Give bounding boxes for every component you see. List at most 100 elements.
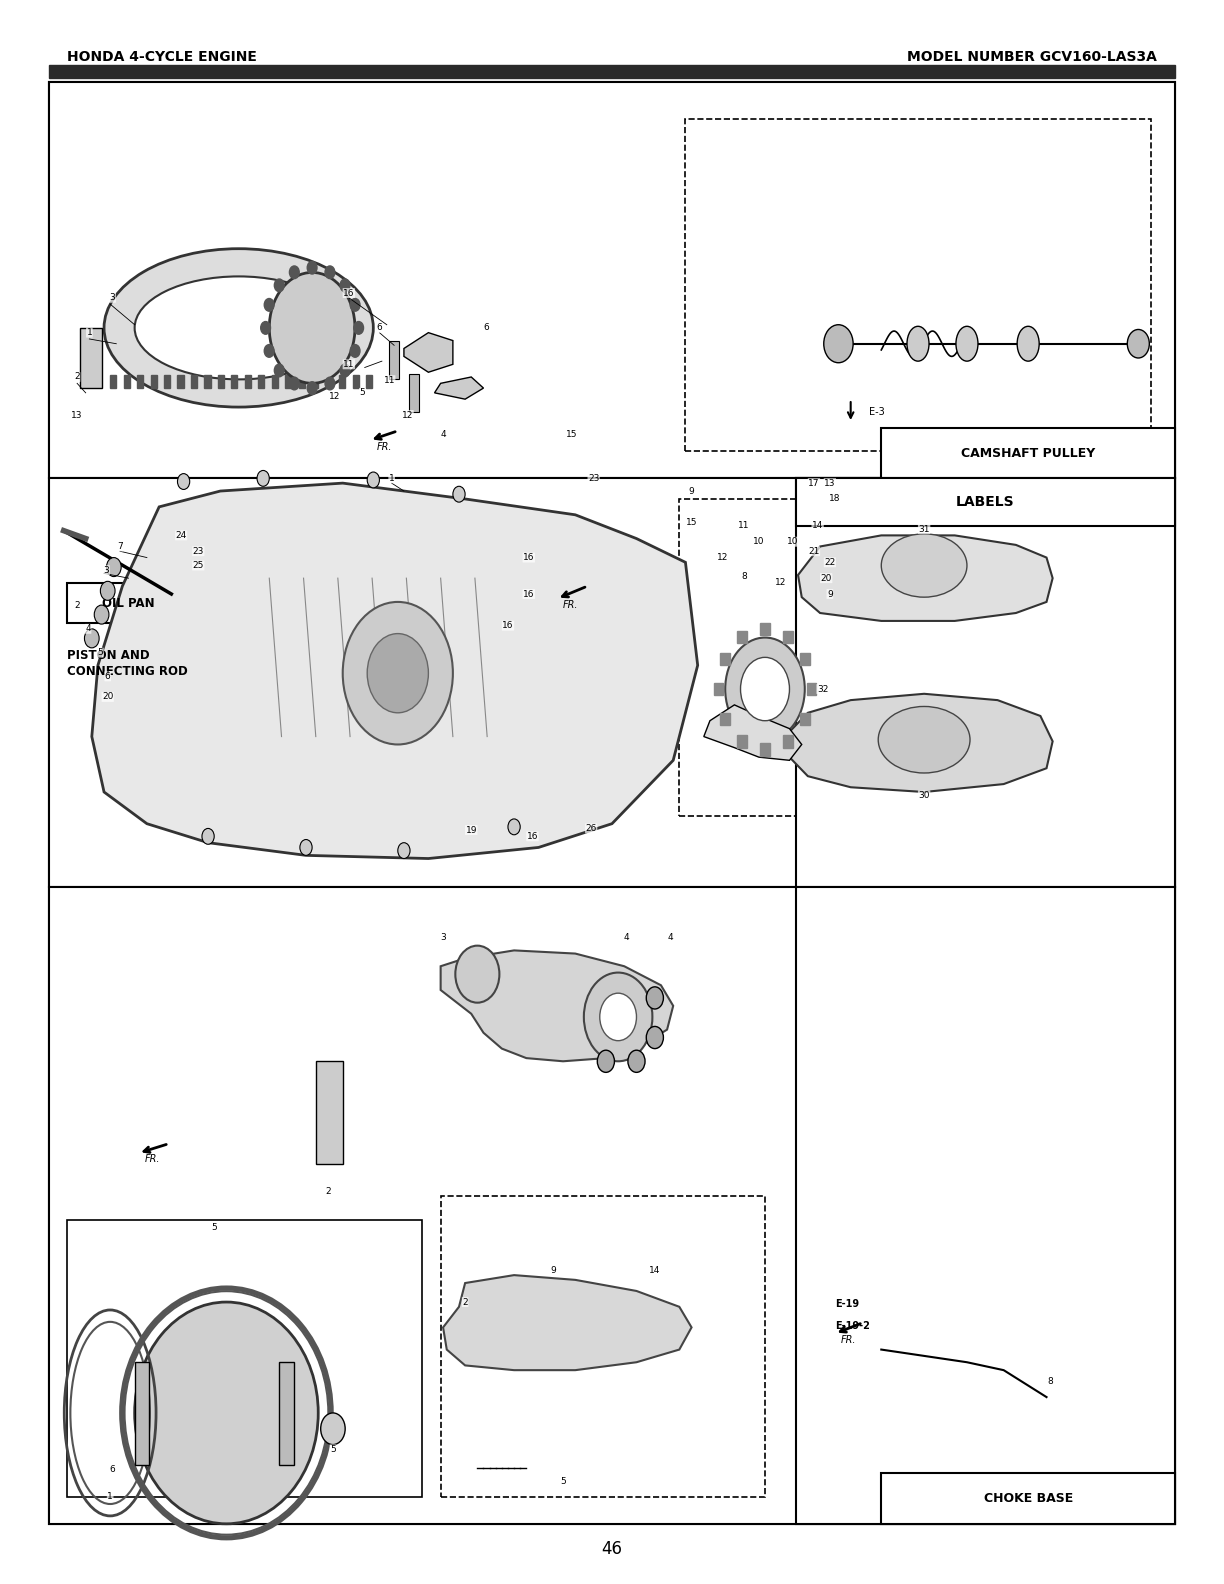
Bar: [796, 478, 1175, 526]
Text: 13: 13: [71, 410, 83, 420]
Text: 1: 1: [108, 1492, 113, 1502]
Bar: [800, 713, 810, 725]
Bar: [204, 375, 211, 388]
Circle shape: [264, 298, 274, 310]
Text: 5: 5: [561, 1476, 565, 1486]
Bar: [800, 653, 810, 665]
Bar: [881, 428, 1175, 478]
Ellipse shape: [878, 706, 969, 773]
Text: 11: 11: [383, 375, 395, 385]
Circle shape: [367, 472, 379, 488]
Text: 11: 11: [343, 360, 355, 369]
Text: 20: 20: [820, 573, 832, 583]
Bar: [796, 887, 1175, 1524]
Circle shape: [1127, 329, 1149, 358]
Bar: [679, 499, 1034, 816]
Bar: [49, 65, 1175, 78]
Text: PISTON AND
CONNECTING ROD: PISTON AND CONNECTING ROD: [67, 649, 188, 678]
Bar: [796, 478, 1175, 887]
Bar: [285, 375, 291, 388]
Text: 31: 31: [918, 524, 930, 534]
Polygon shape: [404, 333, 453, 372]
Text: MODEL NUMBER GCV160-LAS3A: MODEL NUMBER GCV160-LAS3A: [907, 51, 1157, 63]
Ellipse shape: [1017, 326, 1039, 361]
Text: 3: 3: [441, 933, 446, 942]
Text: FR.: FR.: [144, 1155, 160, 1164]
Text: 15: 15: [685, 518, 698, 527]
Text: 12: 12: [716, 553, 728, 562]
Circle shape: [307, 261, 317, 274]
Text: 2: 2: [326, 1186, 330, 1196]
Text: CAMSHAFT PULLEY: CAMSHAFT PULLEY: [961, 447, 1095, 461]
Text: 18: 18: [829, 494, 841, 504]
Bar: [272, 375, 278, 388]
Text: 16: 16: [523, 589, 535, 599]
Text: 12: 12: [401, 410, 414, 420]
Text: 20: 20: [102, 692, 114, 702]
Polygon shape: [92, 483, 698, 859]
Text: 7: 7: [118, 542, 122, 551]
Bar: [409, 374, 419, 412]
Bar: [80, 328, 102, 388]
Bar: [299, 375, 305, 388]
Text: 4: 4: [624, 933, 629, 942]
Bar: [737, 735, 747, 748]
Bar: [720, 713, 730, 725]
Bar: [441, 1196, 765, 1497]
Text: 26: 26: [585, 824, 597, 833]
Polygon shape: [789, 694, 1053, 792]
Circle shape: [84, 629, 99, 648]
Text: 10: 10: [753, 537, 765, 546]
Ellipse shape: [269, 272, 355, 383]
Bar: [49, 478, 1175, 887]
Circle shape: [354, 322, 364, 334]
Text: 16: 16: [502, 621, 514, 630]
Text: 9: 9: [689, 486, 694, 496]
Bar: [67, 1220, 422, 1497]
Text: 23: 23: [588, 474, 600, 483]
Text: 1: 1: [87, 328, 92, 337]
Bar: [339, 375, 345, 388]
Circle shape: [307, 382, 317, 394]
Bar: [137, 375, 143, 388]
Bar: [135, 1362, 149, 1465]
Bar: [783, 630, 793, 643]
Ellipse shape: [135, 276, 343, 380]
Bar: [760, 743, 770, 756]
Text: FR.: FR.: [841, 1335, 857, 1345]
Text: 2: 2: [75, 372, 80, 382]
Circle shape: [350, 345, 360, 358]
Bar: [151, 375, 157, 388]
Text: 32: 32: [816, 684, 829, 694]
Text: 14: 14: [649, 1266, 661, 1275]
Bar: [760, 623, 770, 635]
Text: 1: 1: [389, 474, 394, 483]
Text: CHOKE BASE: CHOKE BASE: [984, 1492, 1072, 1505]
Text: FR.: FR.: [563, 600, 579, 610]
Bar: [353, 375, 359, 388]
Circle shape: [343, 602, 453, 744]
Text: 5: 5: [98, 648, 103, 657]
Circle shape: [326, 377, 335, 390]
Bar: [177, 375, 184, 388]
Text: 8: 8: [742, 572, 747, 581]
Bar: [245, 375, 251, 388]
Text: 4: 4: [441, 429, 446, 439]
Text: E-19: E-19: [835, 1299, 859, 1308]
Circle shape: [628, 1050, 645, 1072]
Text: 24: 24: [175, 531, 187, 540]
Circle shape: [300, 840, 312, 855]
Circle shape: [508, 819, 520, 835]
Bar: [164, 375, 170, 388]
Circle shape: [100, 581, 115, 600]
Text: 2: 2: [463, 1297, 468, 1307]
Text: 6: 6: [377, 323, 382, 333]
Polygon shape: [441, 950, 673, 1061]
Bar: [191, 375, 197, 388]
Text: 12: 12: [328, 391, 340, 401]
Bar: [67, 583, 190, 623]
Bar: [737, 630, 747, 643]
Bar: [881, 1473, 1175, 1524]
Text: 3: 3: [104, 565, 109, 575]
Text: 8: 8: [1048, 1376, 1053, 1386]
